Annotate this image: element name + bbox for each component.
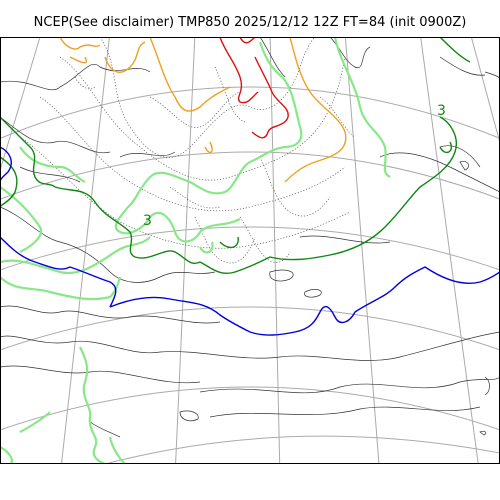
latitude-line <box>0 226 500 271</box>
dark-green-isotherm <box>0 116 56 188</box>
red-isotherm <box>219 37 259 104</box>
light-green-isotherm <box>333 37 391 178</box>
red-isotherm <box>239 37 256 44</box>
temperature-map: 3 3 <box>0 37 500 464</box>
contour-label: 3 <box>143 213 152 229</box>
light-green-isotherm <box>79 346 106 464</box>
orange-isotherm <box>59 37 101 50</box>
blue-isotherm <box>249 305 356 336</box>
light-green-isotherm <box>127 161 251 208</box>
dark-green-isotherm <box>219 236 239 249</box>
graticule <box>0 37 500 464</box>
orange-isotherm <box>69 56 87 64</box>
light-green-isotherm <box>114 206 241 243</box>
dark-green-isotherm <box>439 141 452 154</box>
orange-isotherm <box>284 37 347 183</box>
map-title: NCEP(See disclaimer) TMP850 2025/12/12 1… <box>33 15 467 30</box>
dark-green-isotherm <box>199 226 386 274</box>
red-isotherms <box>219 37 289 139</box>
longitude-line <box>344 37 380 464</box>
longitude-line <box>0 37 41 173</box>
light-green-isotherm <box>0 446 14 464</box>
blue-isotherm <box>354 266 500 313</box>
latitude-line <box>0 386 500 431</box>
contour-label: 3 <box>437 103 446 119</box>
dark-green-isotherm <box>439 37 471 63</box>
red-isotherm <box>251 56 289 139</box>
blue-isotherm <box>109 296 251 333</box>
latitude-line <box>0 86 500 140</box>
light-green-isotherm <box>249 41 303 164</box>
dark-green-isotherm <box>129 231 201 264</box>
dark-green-isotherm <box>384 116 457 228</box>
longitude-line <box>470 37 500 145</box>
light-green-isotherm <box>199 241 214 254</box>
light-green-isotherm <box>0 186 43 253</box>
blue-isotherms <box>0 146 500 336</box>
light-green-isotherms <box>0 37 391 464</box>
dotted-contours <box>19 37 356 264</box>
light-green-isotherm <box>19 146 86 183</box>
longitude-line <box>420 37 479 464</box>
dark-green-isotherm <box>54 186 131 233</box>
map-frame <box>0 37 500 464</box>
light-green-isotherm <box>0 276 122 301</box>
dark-green-isotherm <box>0 156 18 208</box>
light-green-isotherm <box>19 411 51 433</box>
orange-isotherm <box>149 37 231 112</box>
light-green-isotherm <box>108 436 126 464</box>
latitude-line <box>0 306 500 351</box>
orange-isotherm <box>104 41 146 73</box>
longitude-line <box>269 37 281 464</box>
orange-isotherm <box>204 141 213 154</box>
coastlines <box>0 37 500 438</box>
dark-green-isotherms <box>0 37 471 274</box>
longitude-line <box>60 37 110 464</box>
latitude-line <box>0 151 500 200</box>
light-green-isotherm <box>0 236 151 275</box>
blue-isotherm <box>0 236 117 308</box>
orange-isotherms <box>59 37 347 183</box>
longitude-line <box>175 37 196 464</box>
